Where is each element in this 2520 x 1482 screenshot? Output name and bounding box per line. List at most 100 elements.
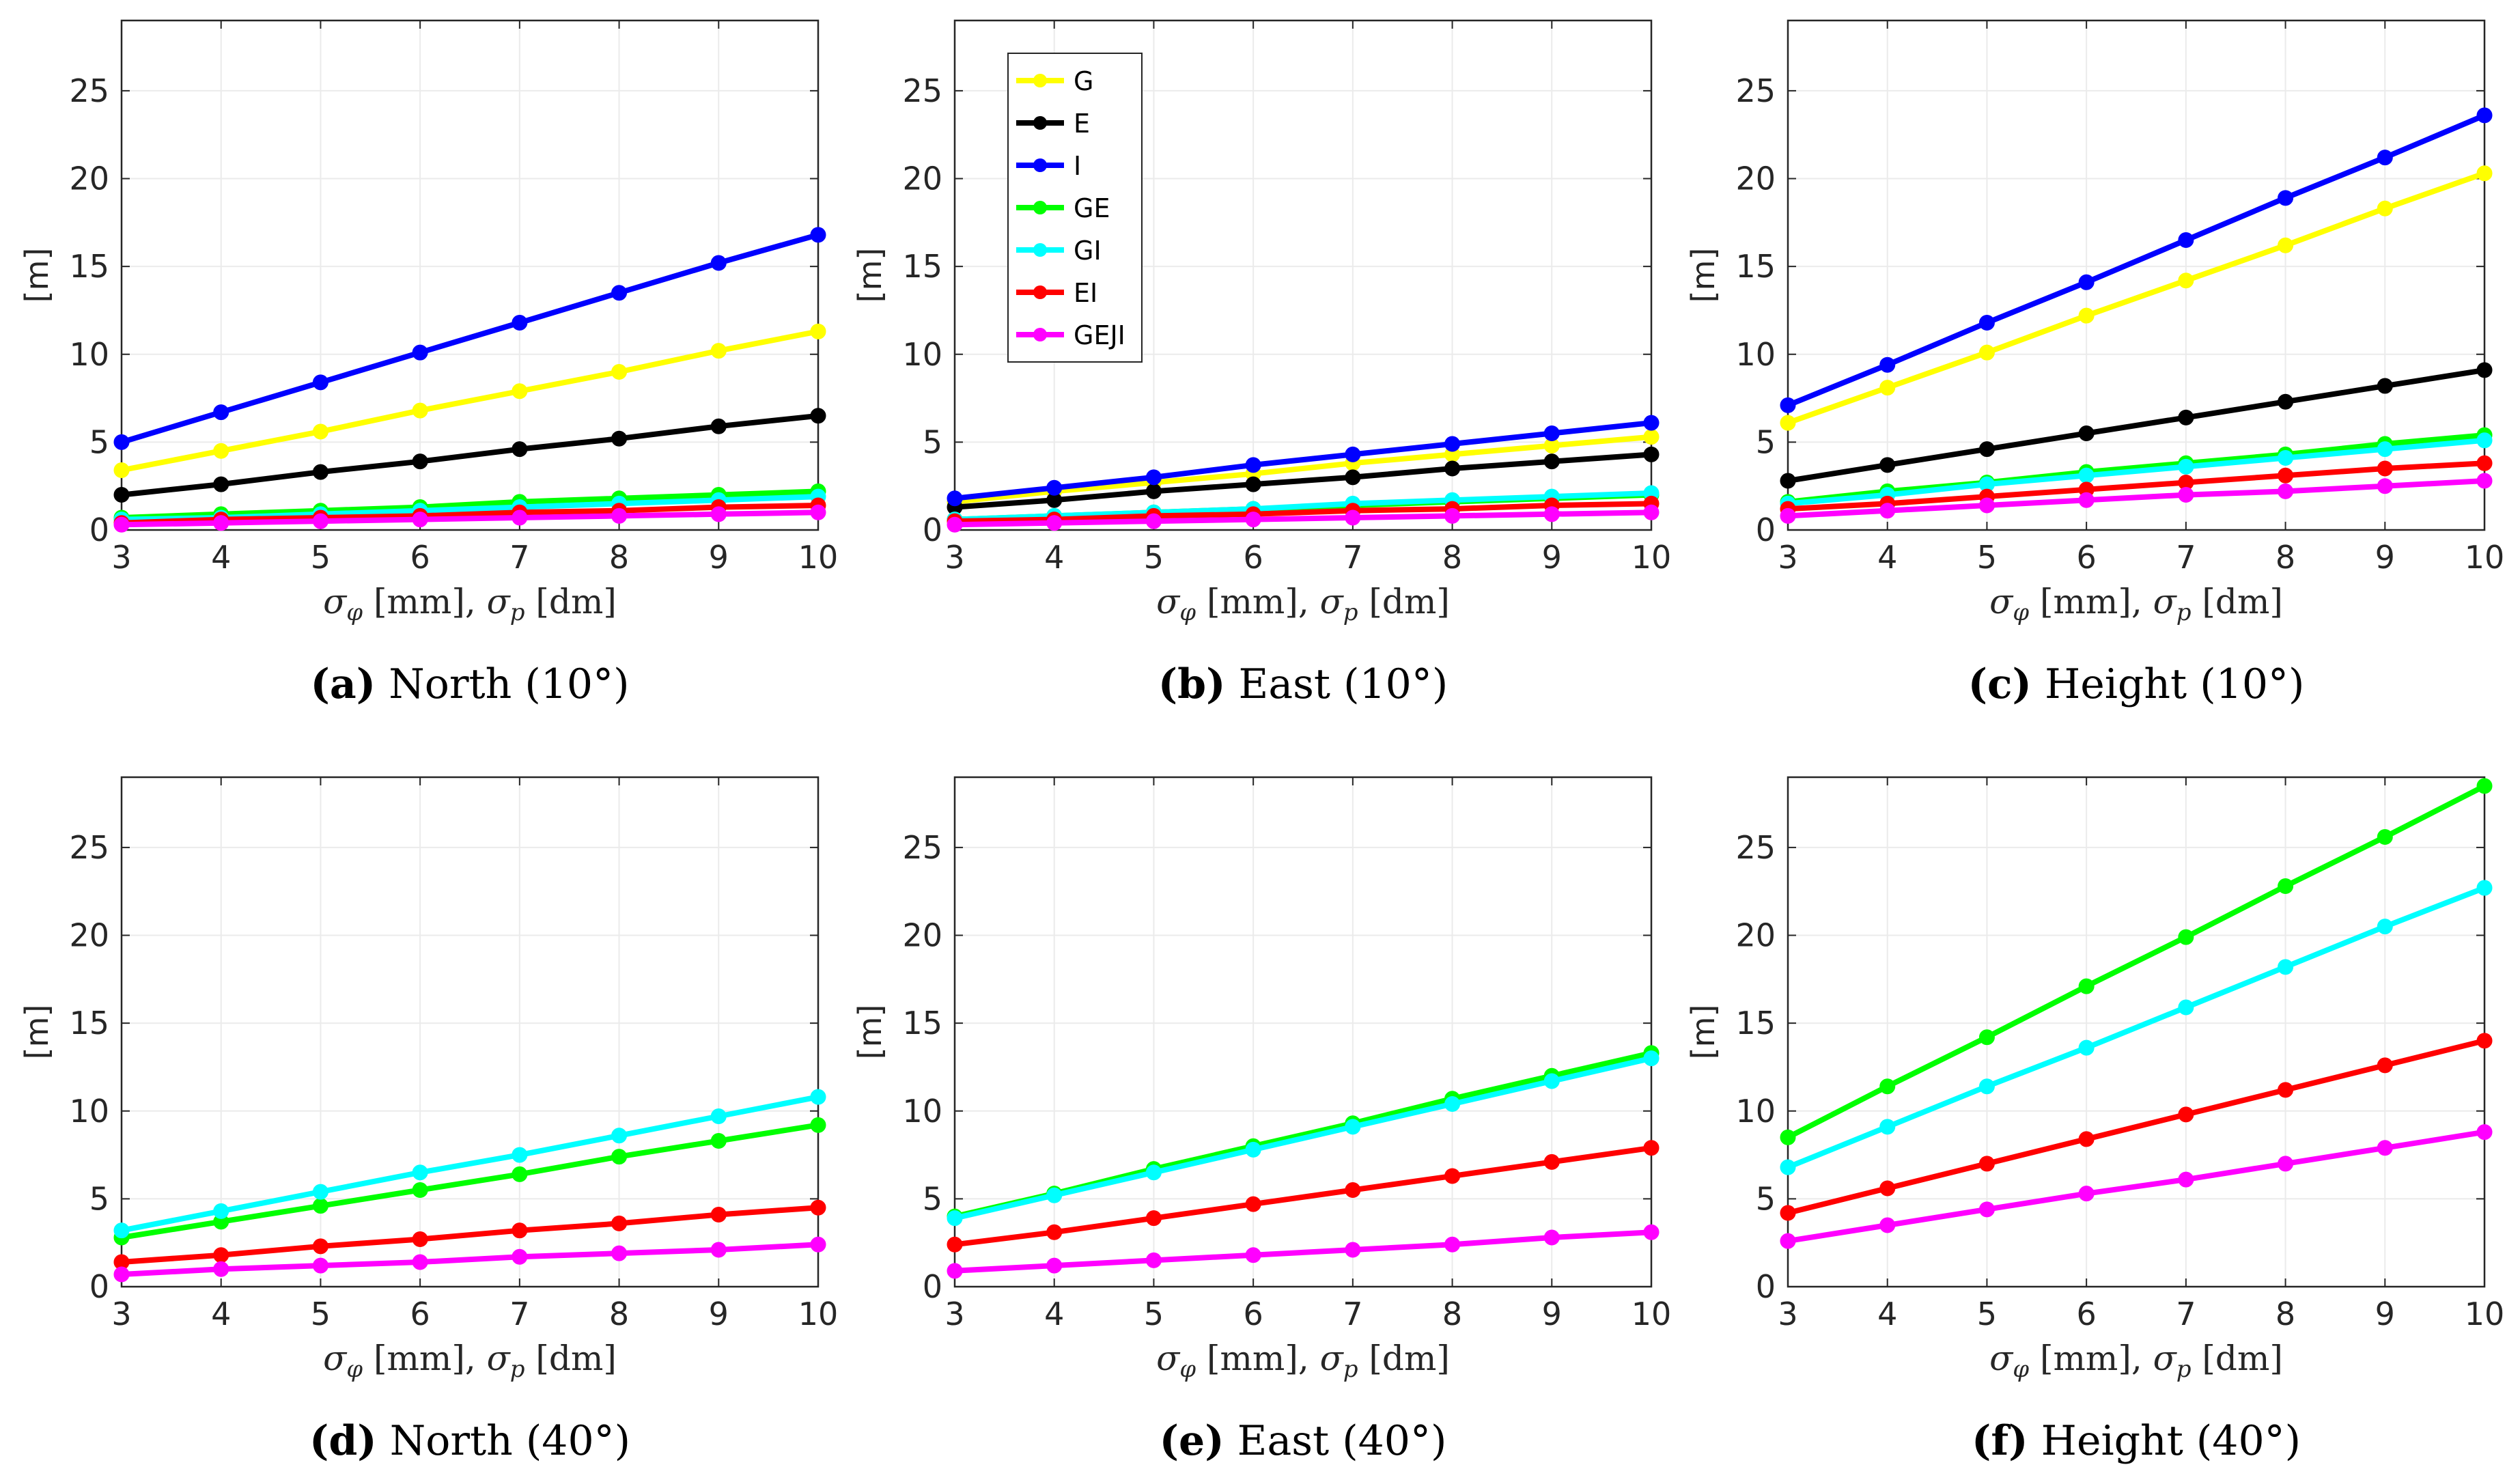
panel-caption-text: North (10°) [376,660,629,708]
x-tick-label: 9 [709,1296,729,1332]
y-tick-label: 25 [902,829,942,866]
legend-swatch-marker-GE [1033,201,1047,214]
series-line-GE [121,488,819,520]
x-axis-label: σφ [mm], σp [dm] [323,1339,617,1383]
data-point-GI [611,1128,628,1144]
data-point-GI [1345,1119,1361,1135]
panel-caption-letter: (a) [310,660,376,708]
data-point-G [1780,415,1796,431]
data-point-GI [2278,450,2294,466]
x-tick-label: 7 [2176,539,2196,576]
x-axis-label-subscript: p [1343,599,1358,626]
x-axis-label-part: [dm] [525,582,617,621]
data-point-EI [213,1247,229,1263]
panel-caption-letter: (e) [1160,1417,1224,1465]
data-point-GEJI [1444,1236,1461,1253]
series-line-EI [121,503,819,526]
data-point-GEJI [1879,1217,1896,1233]
x-tick-label: 5 [311,1296,331,1332]
data-point-G [710,343,727,359]
data-point-E [2377,378,2393,394]
data-point-GEJI [710,1242,727,1258]
data-point-EI [2178,1106,2194,1123]
series-line-GE [1787,783,2486,1140]
series-GEJI [947,504,1660,533]
data-point-EI [1543,1154,1560,1170]
data-point-GEJI [947,516,963,533]
data-point-EI [1444,1168,1461,1184]
data-point-GEJI [2078,492,2095,508]
panel-caption: (c) Height (10°) [1968,660,2305,708]
x-axis-label-part: [mm], [1196,582,1320,621]
data-point-GI [312,1184,328,1200]
y-axis-label: [m] [852,1005,888,1060]
data-point-GEJI [2178,487,2194,503]
legend-entry-label: E [1074,109,1090,139]
data-point-I [213,404,229,421]
x-tick-label: 6 [2077,539,2097,576]
x-axis-label-part: σ [323,582,348,621]
data-point-GE [710,1132,727,1149]
y-tick-label: 0 [1756,1268,1776,1305]
y-axis-label: [m] [1685,248,1722,303]
legend-swatch-marker-G [1033,74,1047,87]
legend-entry-label: EI [1074,278,1097,308]
x-tick-label: 3 [944,539,964,576]
data-point-GEJI [113,1266,130,1283]
x-axis-label-part: [dm] [525,1339,617,1378]
x-tick-label: 6 [2077,1296,2097,1332]
y-tick-label: 15 [1735,248,1776,285]
data-point-I [2078,274,2095,290]
data-point-E [1643,446,1660,462]
series-line-GEJI [121,509,819,528]
plot-area [1788,777,2484,1287]
x-tick-label: 8 [1442,1296,1462,1332]
y-tick-label: 10 [1735,336,1776,373]
data-point-GEJI [1245,1247,1261,1263]
data-point-GI [710,1108,727,1124]
data-point-GEJI [213,515,229,531]
series-GE [1780,778,2493,1145]
series-line-EI [1787,460,2485,512]
series-GI [113,1089,826,1239]
x-tick-label: 8 [2276,539,2295,576]
y-tick-label: 10 [1735,1093,1776,1130]
x-axis-label-subscript: p [2176,1356,2192,1383]
data-point-I [1245,457,1261,473]
x-tick-label: 3 [1778,539,1797,576]
data-point-I [1879,356,1896,373]
x-tick-label: 7 [2176,1296,2196,1332]
panel-caption: (b) East (10°) [1158,660,1448,708]
data-point-EI [1345,1182,1361,1199]
data-point-I [2278,190,2294,206]
y-tick-label: 0 [923,512,942,548]
panel-caption-text: Height (10°) [2032,660,2305,708]
plot-area [955,777,1651,1287]
x-tick-label: 10 [798,539,839,576]
y-tick-label: 5 [1756,1180,1776,1217]
y-tick-label: 15 [69,248,109,285]
data-point-GE [810,1117,826,1133]
x-tick-label: 5 [1144,539,1164,576]
plot-area [122,777,818,1287]
data-point-E [412,453,428,470]
data-point-I [1345,446,1361,462]
x-axis-label-subscript: φ [1179,1356,1196,1383]
y-axis-label: [m] [18,248,55,303]
data-point-GI [412,1164,428,1181]
data-point-GEJI [1345,509,1361,526]
data-point-I [810,227,826,243]
data-point-I [1444,436,1461,452]
y-tick-label: 15 [1735,1005,1776,1041]
data-point-GEJI [2476,473,2493,489]
data-point-I [1780,397,1796,413]
data-point-G [512,383,528,400]
series-line-GI [954,1055,1652,1221]
legend-entry-label: G [1074,66,1093,96]
legend-entry-label: GE [1074,193,1110,223]
data-point-E [213,476,229,492]
y-tick-label: 5 [923,1180,942,1217]
series-line-GEJI [954,509,1652,528]
